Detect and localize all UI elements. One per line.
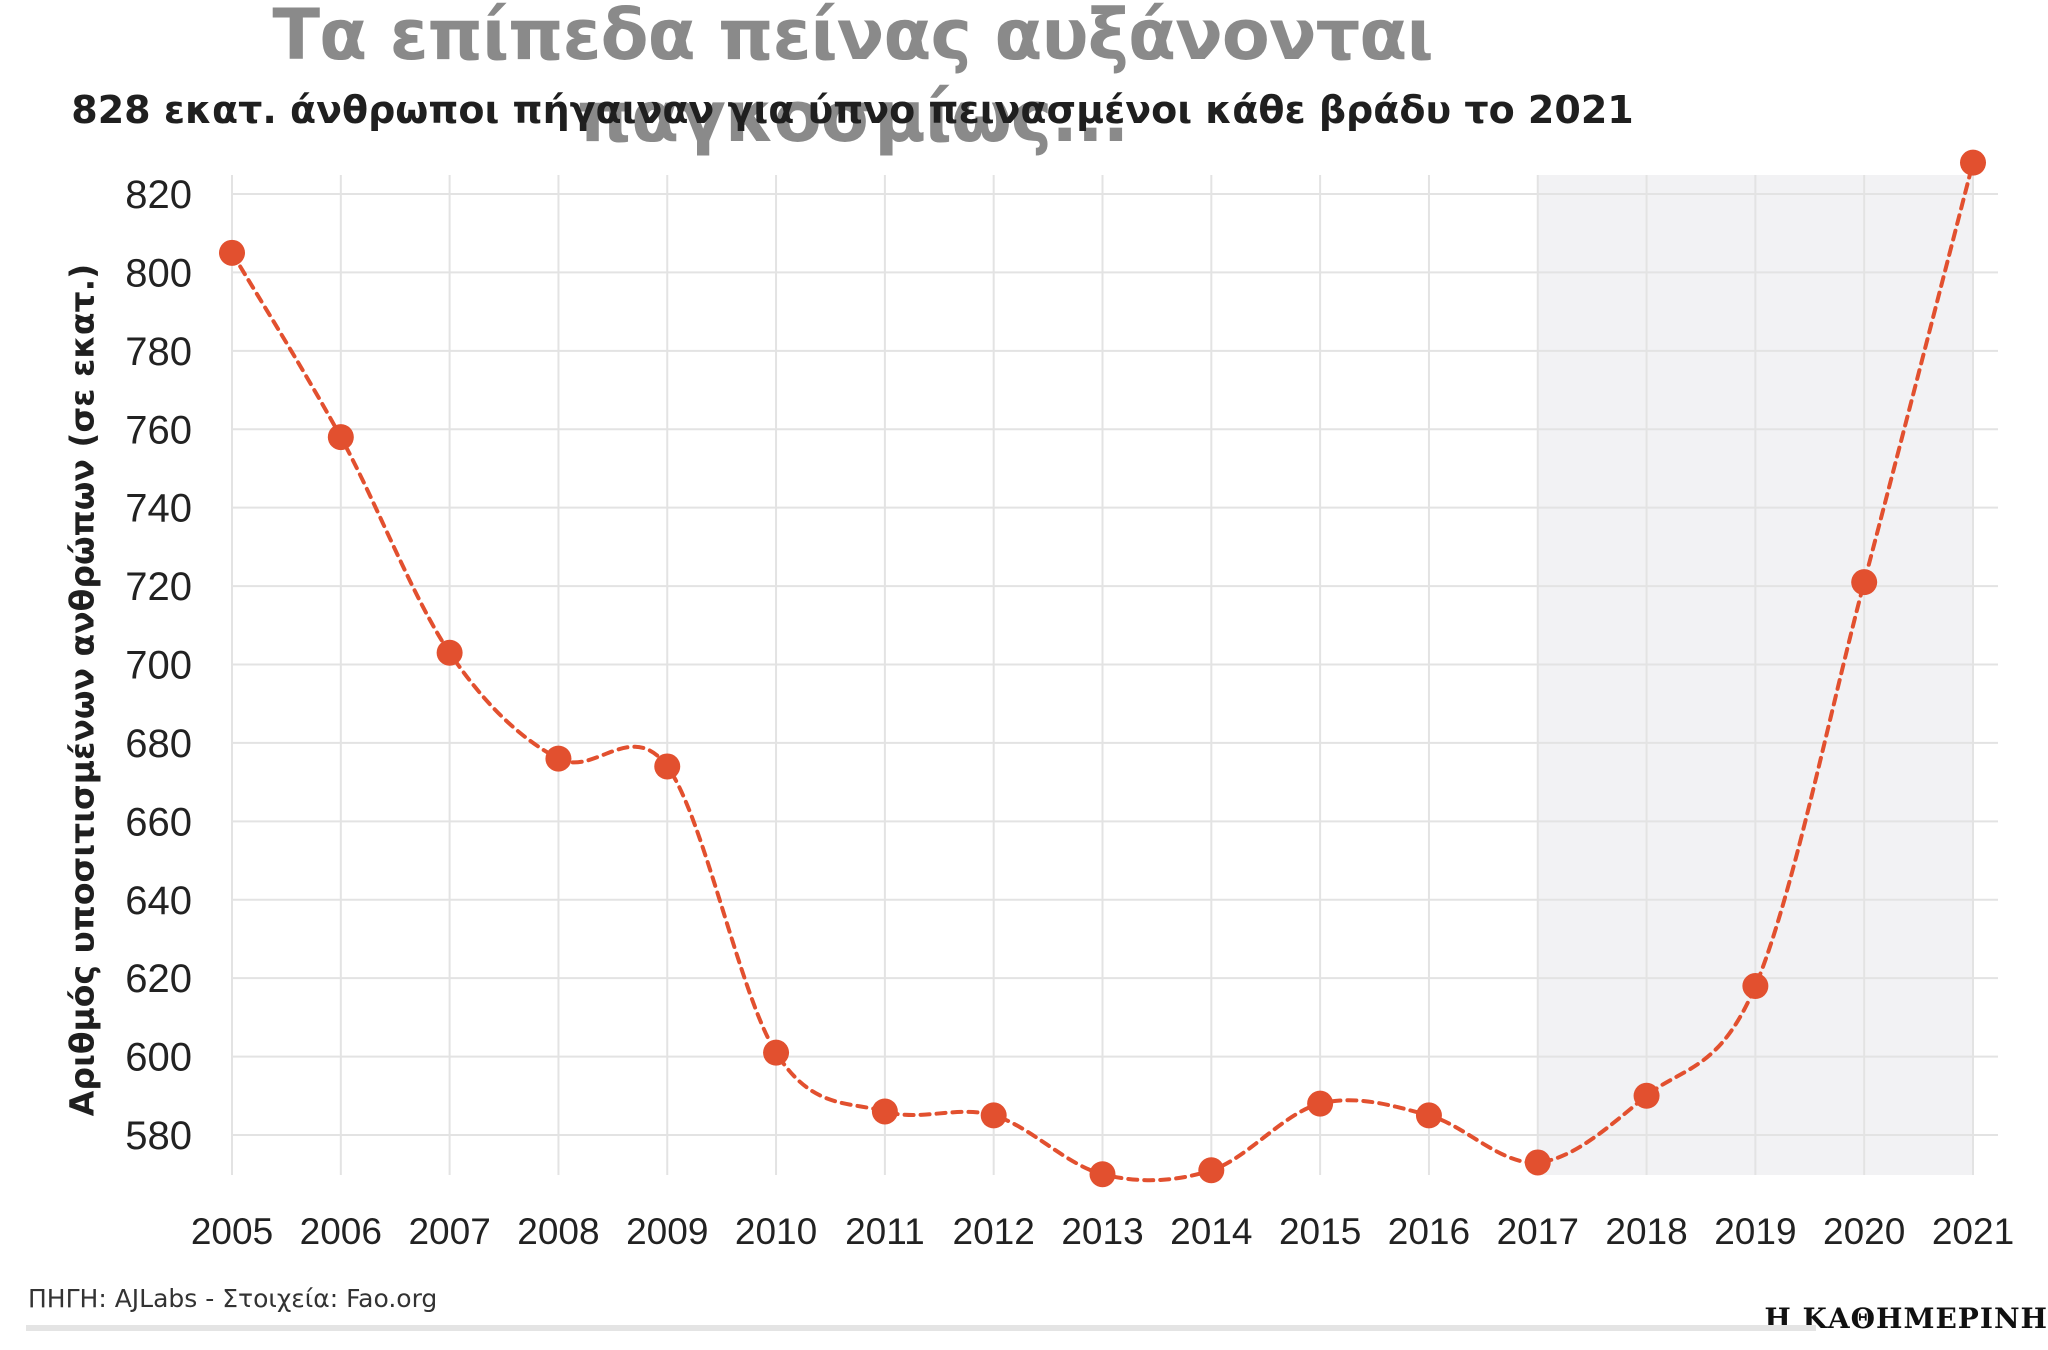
x-tick-label-2011: 2011 [845, 1211, 925, 1252]
x-tick-label-2021: 2021 [1932, 1211, 2014, 1252]
data-point-2012 [980, 1102, 1007, 1129]
x-axis-ticks: 2005 2006 2007 2008 2009 2010 2011 2012 2013 2014… [191, 1211, 2014, 1252]
x-tick-label-2016: 2016 [1388, 1211, 1470, 1252]
chart-title: Τα επίπεδα πείνας αυξάνονται παγκοσμίως.… [272, 0, 1433, 158]
x-tick-label-2006: 2006 [300, 1211, 382, 1252]
x-tick-label-2007: 2007 [408, 1211, 490, 1252]
data-point-2008 [545, 745, 572, 772]
y-tick-label-740: 740 [125, 487, 192, 531]
data-point-2006 [327, 424, 354, 451]
x-tick-label-2005: 2005 [191, 1211, 273, 1252]
data-point-2005 [219, 239, 245, 266]
data-point-2017 [1524, 1149, 1551, 1176]
y-tick-label-660: 660 [125, 800, 192, 844]
data-point-2018 [1633, 1082, 1660, 1109]
y-tick-label-720: 720 [125, 565, 192, 609]
line-chart: 580600620640660680700720740760780800820 … [125, 149, 2014, 1252]
x-tick-label-2014: 2014 [1170, 1211, 1252, 1252]
data-point-2014 [1198, 1157, 1225, 1184]
x-tick-label-2010: 2010 [735, 1211, 817, 1252]
x-tick-label-2009: 2009 [626, 1211, 708, 1252]
y-axis-ticks: 580 600 620 640 660 680 700 720 740 760 780 800 820 [125, 173, 192, 1158]
data-point-2007 [436, 639, 463, 666]
x-tick-label-2018: 2018 [1605, 1211, 1687, 1252]
data-point-2011 [871, 1098, 898, 1125]
data-point-2009 [654, 753, 681, 780]
x-tick-label-2008: 2008 [517, 1211, 599, 1252]
source-note: ΠΗΓΗ: AJLabs - Στοιχεία: Fao.org [28, 1284, 438, 1313]
y-tick-label-700: 700 [125, 644, 192, 688]
y-tick-label-780: 780 [125, 330, 192, 374]
y-tick-label-600: 600 [125, 1036, 192, 1080]
data-point-2015 [1307, 1090, 1334, 1117]
data-point-2013 [1089, 1161, 1116, 1188]
x-tick-label-2015: 2015 [1279, 1211, 1361, 1252]
y-tick-label-680: 680 [125, 722, 192, 766]
x-tick-label-2017: 2017 [1497, 1211, 1579, 1252]
y-tick-label-760: 760 [125, 408, 192, 452]
y-tick-label-640: 640 [125, 879, 192, 923]
footer-divider [26, 1325, 1816, 1331]
x-tick-label-2012: 2012 [953, 1211, 1035, 1252]
y-tick-label-620: 620 [125, 957, 192, 1001]
x-tick-label-2020: 2020 [1823, 1211, 1905, 1252]
data-point-2010 [763, 1039, 790, 1066]
chart-subtitle: 828 εκατ. άνθρωποι πήγαιναν για ύπνο πει… [71, 88, 1634, 132]
data-point-2021 [1960, 149, 1986, 176]
x-tick-label-2013: 2013 [1061, 1211, 1143, 1252]
data-points [219, 149, 1986, 1188]
gridlines [231, 175, 1998, 1175]
data-point-2016 [1415, 1102, 1442, 1129]
y-tick-label-580: 580 [125, 1114, 192, 1158]
data-point-2019 [1742, 973, 1769, 1000]
data-point-2020 [1851, 569, 1878, 596]
y-tick-label-820: 820 [125, 173, 192, 217]
x-tick-label-2019: 2019 [1714, 1211, 1796, 1252]
y-tick-label-800: 800 [125, 251, 192, 295]
